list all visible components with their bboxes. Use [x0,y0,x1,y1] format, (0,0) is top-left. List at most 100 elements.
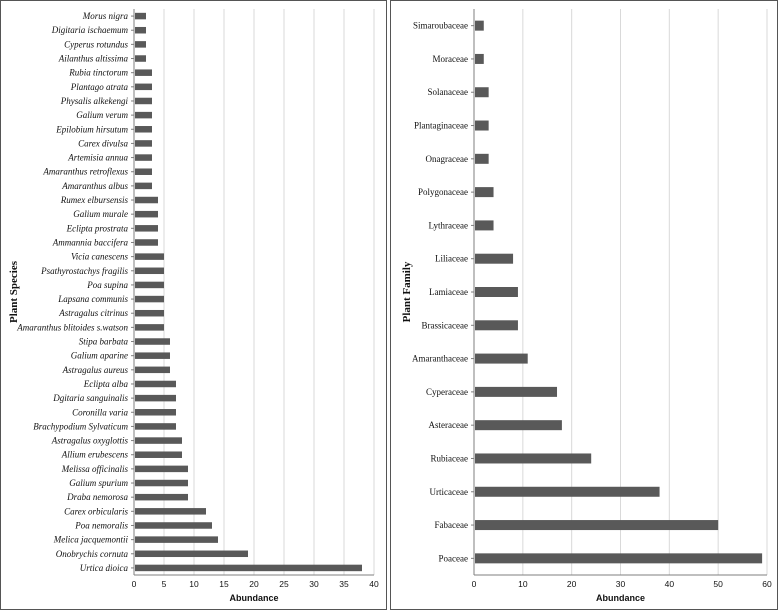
x-tick-label: 5 [162,579,167,589]
x-tick-label: 10 [518,579,528,589]
bar [135,309,164,317]
bar [135,140,152,147]
category-label: Draba nemorosa [66,492,128,502]
bar [135,564,362,572]
bar [475,20,484,31]
category-label: Fabaceae [435,520,468,530]
x-tick-label: 30 [616,579,626,589]
bar [135,409,176,416]
category-label: Lapsana communis [57,294,128,304]
x-tick-label: 50 [713,579,723,589]
category-label: Dgitaria sanguinalis [52,393,128,403]
bar [135,479,188,487]
bar [475,53,484,64]
category-label: Astragalus aureus [62,365,129,375]
bar [475,520,719,531]
category-label: Melica jacquemontii [53,535,129,545]
category-label: Urticaceae [430,487,468,497]
bar [135,295,164,303]
category-label: Artemisia annua [67,153,128,163]
category-label: Lamiaceae [429,287,468,297]
x-tick-label: 40 [369,579,379,589]
bar [135,239,158,246]
bar [135,168,152,175]
category-label: Eclipta prostrata [66,223,129,233]
bar [135,97,152,105]
category-label: Poa nemoralis [74,520,128,530]
category-label: Carex divulsa [78,138,128,148]
x-tick-label: 20 [249,579,259,589]
category-label: Coronilla varia [72,407,128,417]
x-tick-label: 20 [567,579,577,589]
x-tick-label: 10 [189,579,199,589]
bar [135,366,170,374]
category-label: Astragalus oxyglottis [51,436,129,446]
category-label: Brassicaceae [422,320,468,330]
bar [135,55,146,62]
x-tick-label: 40 [665,579,675,589]
bar [475,553,763,564]
category-label: Poaceae [439,553,468,563]
category-label: Plantago atrata [70,82,129,92]
bar [135,423,176,430]
bar [135,380,176,388]
bar [135,281,164,289]
bar [475,486,660,497]
bar [135,210,158,218]
category-label: Psathyrostachys fragilis [40,266,128,276]
category-label: Rumex elbursensis [60,195,129,205]
category-label: Urtica dioica [80,563,129,573]
category-label: Cyperus rotundus [64,39,128,49]
bar [135,83,152,91]
bar [475,320,518,331]
bar [135,324,164,331]
bar [475,453,592,464]
category-label: Amaranthus retroflexus [42,167,128,177]
x-tick-label: 0 [132,579,137,589]
x-tick-label: 15 [219,579,229,589]
category-label: Rubiaceae [431,453,468,463]
category-label: Onobrychis cornuta [56,549,129,559]
bar [135,508,206,515]
category-label: Solanaceae [428,87,468,97]
x-tick-label: 0 [472,579,477,589]
category-label: Polygonaceae [418,187,468,197]
y-axis-title: Plant Species [8,260,20,323]
category-label: Vicia canescens [71,252,129,262]
category-label: Amaranthus blitoides s.watson [16,322,128,332]
bar [135,111,152,119]
category-label: Galium spurium [69,478,128,488]
x-tick-label: 60 [762,579,772,589]
category-label: Simaroubaceae [413,21,468,31]
bar [475,420,562,431]
bar [135,26,146,34]
bar [475,187,494,198]
bar [135,394,176,402]
category-label: Eclipta alba [83,379,129,389]
bar [135,267,164,275]
x-axis-title: Abundance [229,593,278,603]
bar [475,220,494,231]
category-label: Morus nigra [82,11,129,21]
bar [475,353,528,364]
category-label: Poa supina [86,280,128,290]
category-label: Galium aparine [71,351,128,361]
family-bar-chart: Plant Family Abundance 0 10 20 30 40 50 60 Sima… [401,9,772,603]
bar [135,338,170,345]
bar [475,287,518,297]
y-axis-title: Plant Family [401,261,413,322]
bar [135,154,152,161]
bar [135,196,158,204]
x-axis-title: Abundance [596,593,645,603]
bar [135,451,182,458]
category-label: Allium erubescens [61,450,129,460]
category-label: Moraceae [433,54,468,64]
bar [135,182,152,190]
bar [135,69,152,76]
category-label: Rubia tinctorum [68,68,128,78]
bar [135,12,146,20]
category-label: Astragalus citrinus [58,308,128,318]
species-chart-panel: Plant Species Abundance 0 5 10 15 20 25 30 35 40… [0,0,387,610]
category-label: Brachypodium Sylvaticum [33,421,128,431]
category-label: Asteraceae [429,420,468,430]
